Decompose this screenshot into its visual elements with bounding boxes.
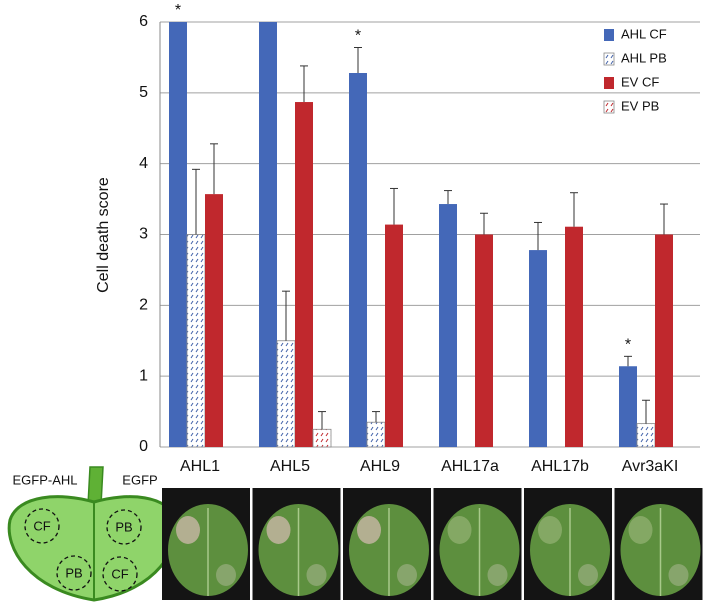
left-label: EGFP-AHL (12, 472, 77, 487)
legend-swatch (604, 77, 614, 89)
spot-label: PB (65, 565, 82, 580)
leaf-photo (343, 488, 431, 600)
bar (276, 340, 296, 448)
error-bar (660, 203, 668, 235)
infiltration-spot (56, 555, 92, 591)
bar (439, 204, 457, 447)
x-tick-label: AHL9 (360, 458, 400, 475)
x-tick-label: AHL5 (270, 458, 310, 475)
legend-swatch (603, 100, 615, 114)
legend-label: AHL PB (621, 50, 667, 65)
photo-lesion (538, 516, 562, 544)
legend-label: EV PB (621, 98, 659, 113)
y-tick-label: 6 (139, 13, 148, 30)
error-bar (624, 355, 632, 367)
photo-lesion (216, 564, 236, 586)
photo-lesion (266, 516, 291, 544)
photo-lesion (357, 516, 381, 544)
significance-mark: * (625, 337, 631, 354)
y-axis-label: Cell death score (95, 177, 112, 293)
leaf-photo (524, 488, 612, 600)
photo-lesion (628, 516, 653, 544)
infiltration-spot (24, 508, 60, 544)
leaf-photo (252, 488, 341, 600)
spot-label: CF (111, 566, 128, 581)
error-bar (642, 399, 650, 424)
error-bar (390, 187, 398, 225)
right-label: EGFP (122, 472, 157, 487)
bar (619, 366, 637, 447)
bar (565, 226, 583, 447)
error-bar (444, 190, 452, 205)
bar (529, 250, 547, 447)
y-tick-label: 3 (139, 226, 148, 243)
spot-label: CF (33, 518, 50, 533)
error-bar (480, 212, 488, 235)
bar (312, 428, 332, 448)
error-bar (282, 290, 290, 341)
photo-lesion (578, 564, 598, 586)
photo-lesion (668, 564, 689, 586)
bar (205, 194, 223, 447)
y-tick-label: 4 (139, 155, 148, 172)
bar (259, 22, 277, 447)
bar (655, 234, 673, 447)
bar (475, 234, 493, 447)
y-tick-label: 2 (139, 297, 148, 314)
error-bar (300, 65, 308, 103)
x-tick-label: AHL1 (180, 458, 220, 475)
infiltration-spot (102, 556, 138, 592)
legend-swatch (603, 52, 615, 66)
bar (636, 423, 656, 448)
y-tick-label: 1 (139, 367, 148, 384)
error-bar (318, 411, 326, 430)
error-bar (372, 411, 380, 423)
photo-lesion (176, 516, 200, 544)
x-tick-label: AHL17b (531, 458, 589, 475)
legend-label: EV CF (621, 74, 659, 89)
photo-lesion (397, 564, 417, 586)
legend-label: AHL CF (621, 26, 667, 41)
bar (295, 102, 313, 448)
x-tick-label: Avr3aKI (622, 458, 679, 475)
error-bar (354, 47, 362, 73)
y-tick-label: 0 (139, 438, 148, 455)
y-tick-label: 5 (139, 84, 148, 101)
x-tick-label: AHL17a (441, 458, 499, 475)
error-bar (192, 168, 200, 235)
bar (349, 73, 367, 447)
bar (169, 22, 187, 447)
photo-lesion (306, 564, 327, 586)
legend-swatch (604, 29, 614, 41)
leaf-photo (614, 488, 703, 600)
infiltration-spot (106, 509, 142, 545)
photo-lesion (487, 564, 508, 586)
bar (366, 421, 386, 448)
error-bar (210, 143, 218, 195)
leaf-diagram: EGFP-AHL EGFP CF PB PB CF (7, 466, 178, 602)
error-bar (570, 192, 578, 227)
error-bar (534, 221, 542, 251)
leaf-photo (162, 488, 250, 600)
bar (186, 234, 206, 448)
spot-label: PB (115, 519, 132, 534)
bar (385, 224, 403, 447)
significance-mark: * (355, 28, 361, 45)
photo-lesion (447, 516, 472, 544)
significance-mark: * (175, 2, 181, 19)
leaf-photo (433, 488, 522, 600)
leaf-body (7, 495, 178, 602)
